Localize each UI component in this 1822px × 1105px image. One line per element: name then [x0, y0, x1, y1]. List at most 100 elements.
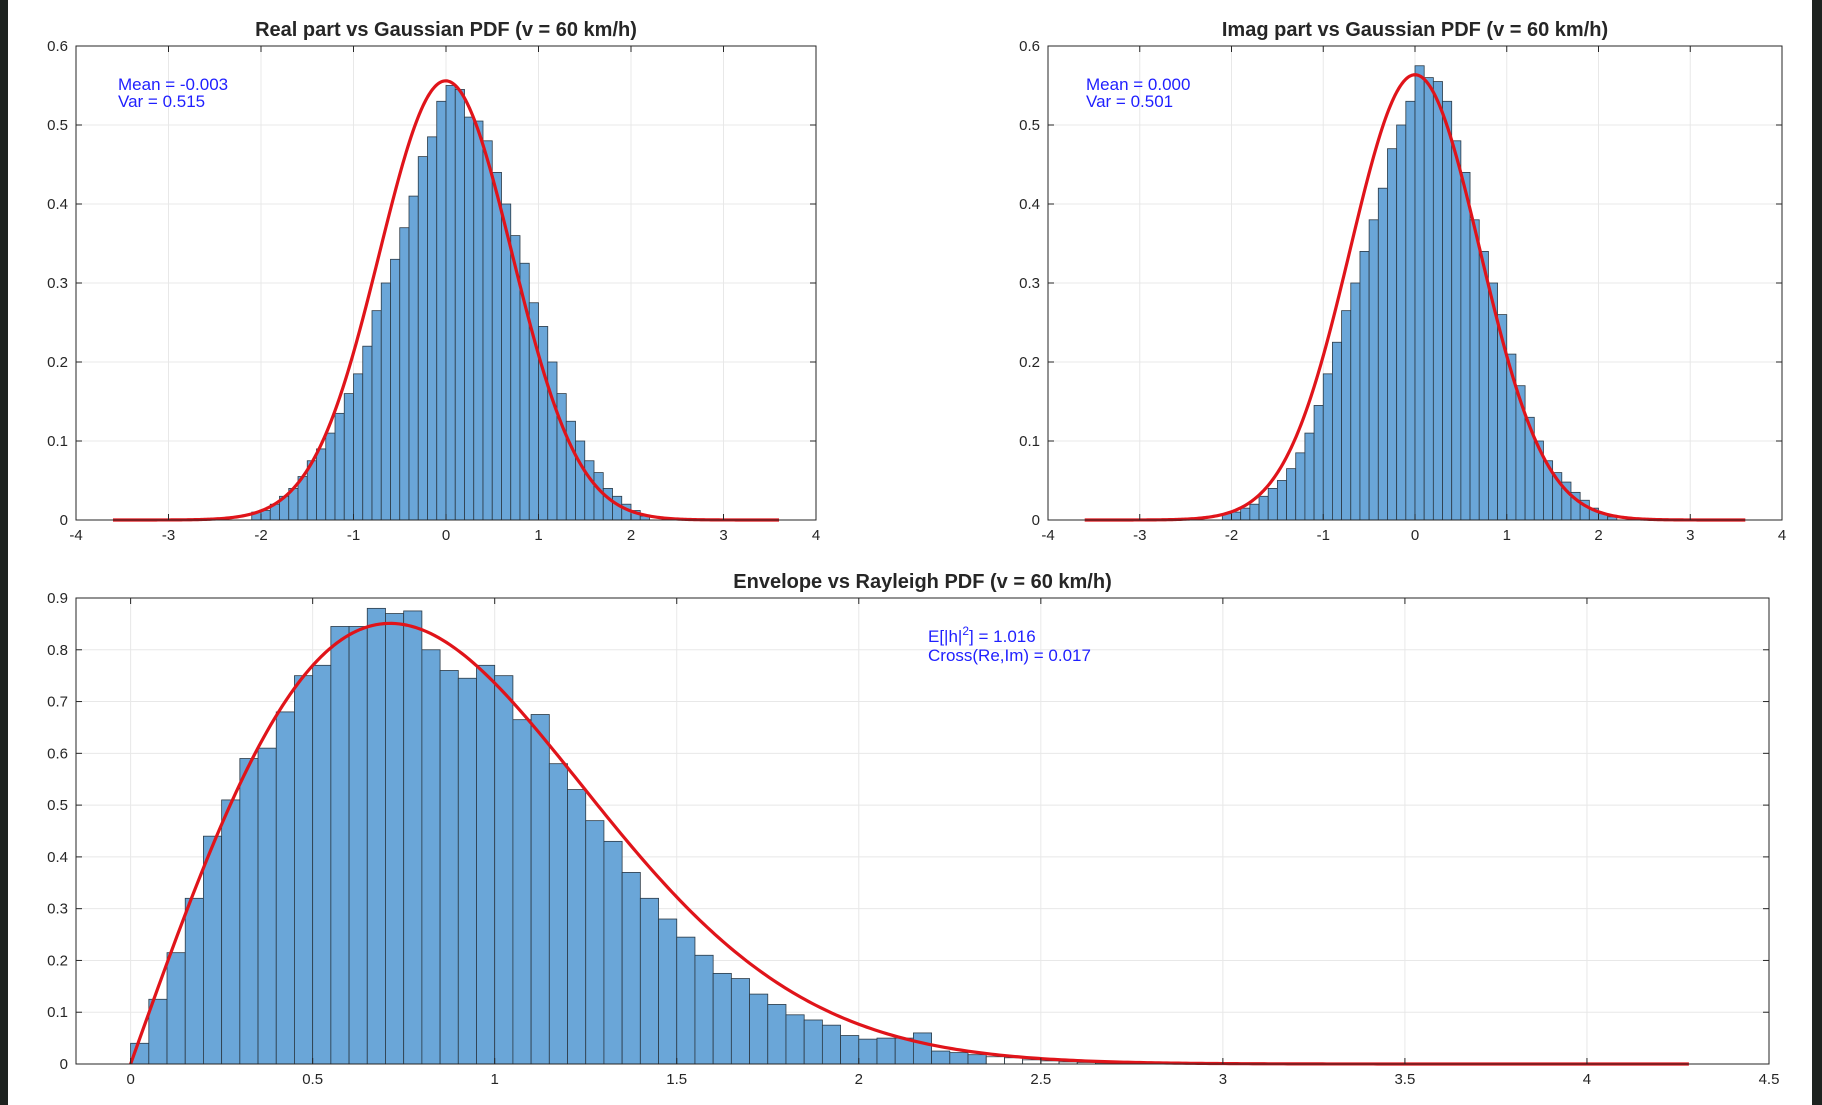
stat-annotation: Var = 0.501 [1086, 92, 1173, 111]
histogram-bar [658, 918, 678, 1065]
histogram-bar [1423, 77, 1434, 521]
x-tick-label: 4 [1778, 527, 1786, 544]
histogram-bar [491, 171, 502, 521]
histogram-bar [1332, 341, 1343, 521]
annotation-superscript: 2 [962, 624, 969, 638]
histogram-bar [348, 626, 368, 1065]
histogram-bar [1442, 100, 1453, 521]
x-tick-label: 3 [1686, 527, 1694, 544]
histogram-bar [1313, 405, 1324, 521]
histogram-bar [334, 412, 345, 521]
histogram-bar [380, 282, 391, 521]
histogram-bar [912, 1032, 933, 1065]
histogram-bar [427, 136, 438, 521]
x-tick-label: 2 [627, 527, 635, 544]
histogram-bar [403, 610, 423, 1065]
histogram-bar [676, 936, 696, 1065]
x-tick-label: -3 [162, 527, 175, 544]
x-tick-label: 2 [1594, 527, 1602, 544]
y-tick-label: 0.4 [47, 849, 68, 866]
x-tick-label: 1 [534, 527, 542, 544]
y-tick-label: 0.5 [47, 797, 68, 814]
histogram-bar [184, 897, 204, 1065]
y-tick-label: 0.2 [47, 952, 68, 969]
histogram-bar [1432, 81, 1443, 521]
histogram-bar [421, 649, 441, 1065]
x-tick-label: 1.5 [666, 1071, 687, 1088]
x-tick-label: 0 [1411, 527, 1419, 544]
histogram-bar [1295, 452, 1306, 521]
x-tick-label: 1 [491, 1071, 499, 1088]
histogram-bar [767, 1004, 787, 1065]
histogram-bar [575, 440, 586, 521]
histogram-bar [694, 954, 714, 1065]
x-tick-label: 0.5 [302, 1071, 323, 1088]
frame-right-edge [1812, 0, 1822, 1105]
histogram-bar [371, 310, 382, 521]
y-tick-label: 0.9 [47, 590, 68, 607]
histogram-bar [730, 978, 750, 1065]
histogram-bar [821, 1024, 841, 1065]
y-tick-label: 0.4 [1019, 196, 1040, 213]
x-tick-label: 3 [719, 527, 727, 544]
histogram-bar [454, 89, 465, 521]
y-tick-label: 0 [60, 512, 68, 529]
x-tick-label: 3.5 [1394, 1071, 1415, 1088]
x-tick-label: -2 [1225, 527, 1238, 544]
y-tick-label: 0.2 [1019, 354, 1040, 371]
figure-svg: -4 -3 -2 -1 0 1 2 3 4 0 0.1 0.2 0.3 0.4 0.5 0.6 Real par… [47, 19, 1786, 1088]
x-tick-label: -4 [1041, 527, 1054, 544]
histogram-bar [967, 1054, 987, 1065]
chart-title: Imag part vs Gaussian PDF (v = 60 km/h) [1222, 19, 1608, 41]
x-tick-label: -1 [1317, 527, 1330, 544]
histogram-bar [1341, 310, 1352, 521]
histogram-bar [785, 1014, 805, 1065]
histogram-bar [584, 460, 595, 521]
histogram-bar [1258, 495, 1269, 521]
histogram-bar [1451, 140, 1462, 521]
y-tick-label: 0.3 [47, 275, 68, 292]
histogram-bar [1377, 187, 1388, 521]
histogram-bar [166, 952, 186, 1065]
x-tick-label: 1 [1503, 527, 1511, 544]
histogram-bar [439, 670, 459, 1065]
histogram-bar [473, 120, 484, 521]
y-tick-label: 0.7 [47, 694, 68, 711]
figure-canvas: -4 -3 -2 -1 0 1 2 3 4 0 0.1 0.2 0.3 0.4 0.5 0.6 Real par… [8, 0, 1812, 1105]
histogram-bar [399, 227, 410, 521]
histogram-bar [353, 373, 364, 521]
histogram-bar [639, 897, 659, 1065]
histogram-bar [1368, 219, 1379, 521]
y-tick-label: 0.1 [1019, 433, 1040, 450]
annotation-part: E[|h| [928, 627, 962, 646]
histogram-bar [512, 719, 532, 1065]
histogram-bar [464, 116, 475, 521]
histogram-bar [294, 675, 314, 1065]
y-tick-label: 0.4 [47, 196, 68, 213]
histogram-bar [1387, 148, 1398, 521]
y-tick-label: 0.1 [47, 1004, 68, 1021]
y-tick-label: 0.6 [47, 745, 68, 762]
histogram-bar [1249, 503, 1260, 521]
x-tick-label: 2.5 [1030, 1071, 1051, 1088]
histogram-bar [1276, 480, 1287, 521]
x-tick-label: -2 [254, 527, 267, 544]
histogram-bar [1460, 171, 1471, 521]
histogram-bar [1286, 468, 1297, 521]
chart-panel-3: 0 0.5 1 1.5 2 2.5 3 3.5 4 4.5 0 0.1 0.2 0.3 0.4 0.5 0.6 0… [47, 571, 1779, 1088]
frame-left-edge [0, 0, 8, 1105]
histogram-bar [1478, 250, 1489, 521]
y-tick-label: 0.2 [47, 354, 68, 371]
histogram-bar [1322, 373, 1333, 521]
chart-panel-1: -4 -3 -2 -1 0 1 2 3 4 0 0.1 0.2 0.3 0.4 0.5 0.6 Real par… [47, 19, 820, 544]
histogram-bar [385, 613, 405, 1065]
histogram-bar [501, 203, 512, 521]
histogram-bar [548, 763, 568, 1065]
stat-annotation: Mean = 0.000 [1086, 75, 1190, 94]
y-tick-label: 0.5 [1019, 117, 1040, 134]
annotation-part: ] = 1.016 [969, 627, 1036, 646]
chart-panel-2: -4 -3 -2 -1 0 1 2 3 4 0 0.1 0.2 0.3 0.4 0.5 0.6 Imag par… [1019, 19, 1786, 544]
histogram-bar [239, 758, 259, 1065]
histogram-bar [203, 835, 223, 1065]
histogram-bar [408, 195, 419, 521]
